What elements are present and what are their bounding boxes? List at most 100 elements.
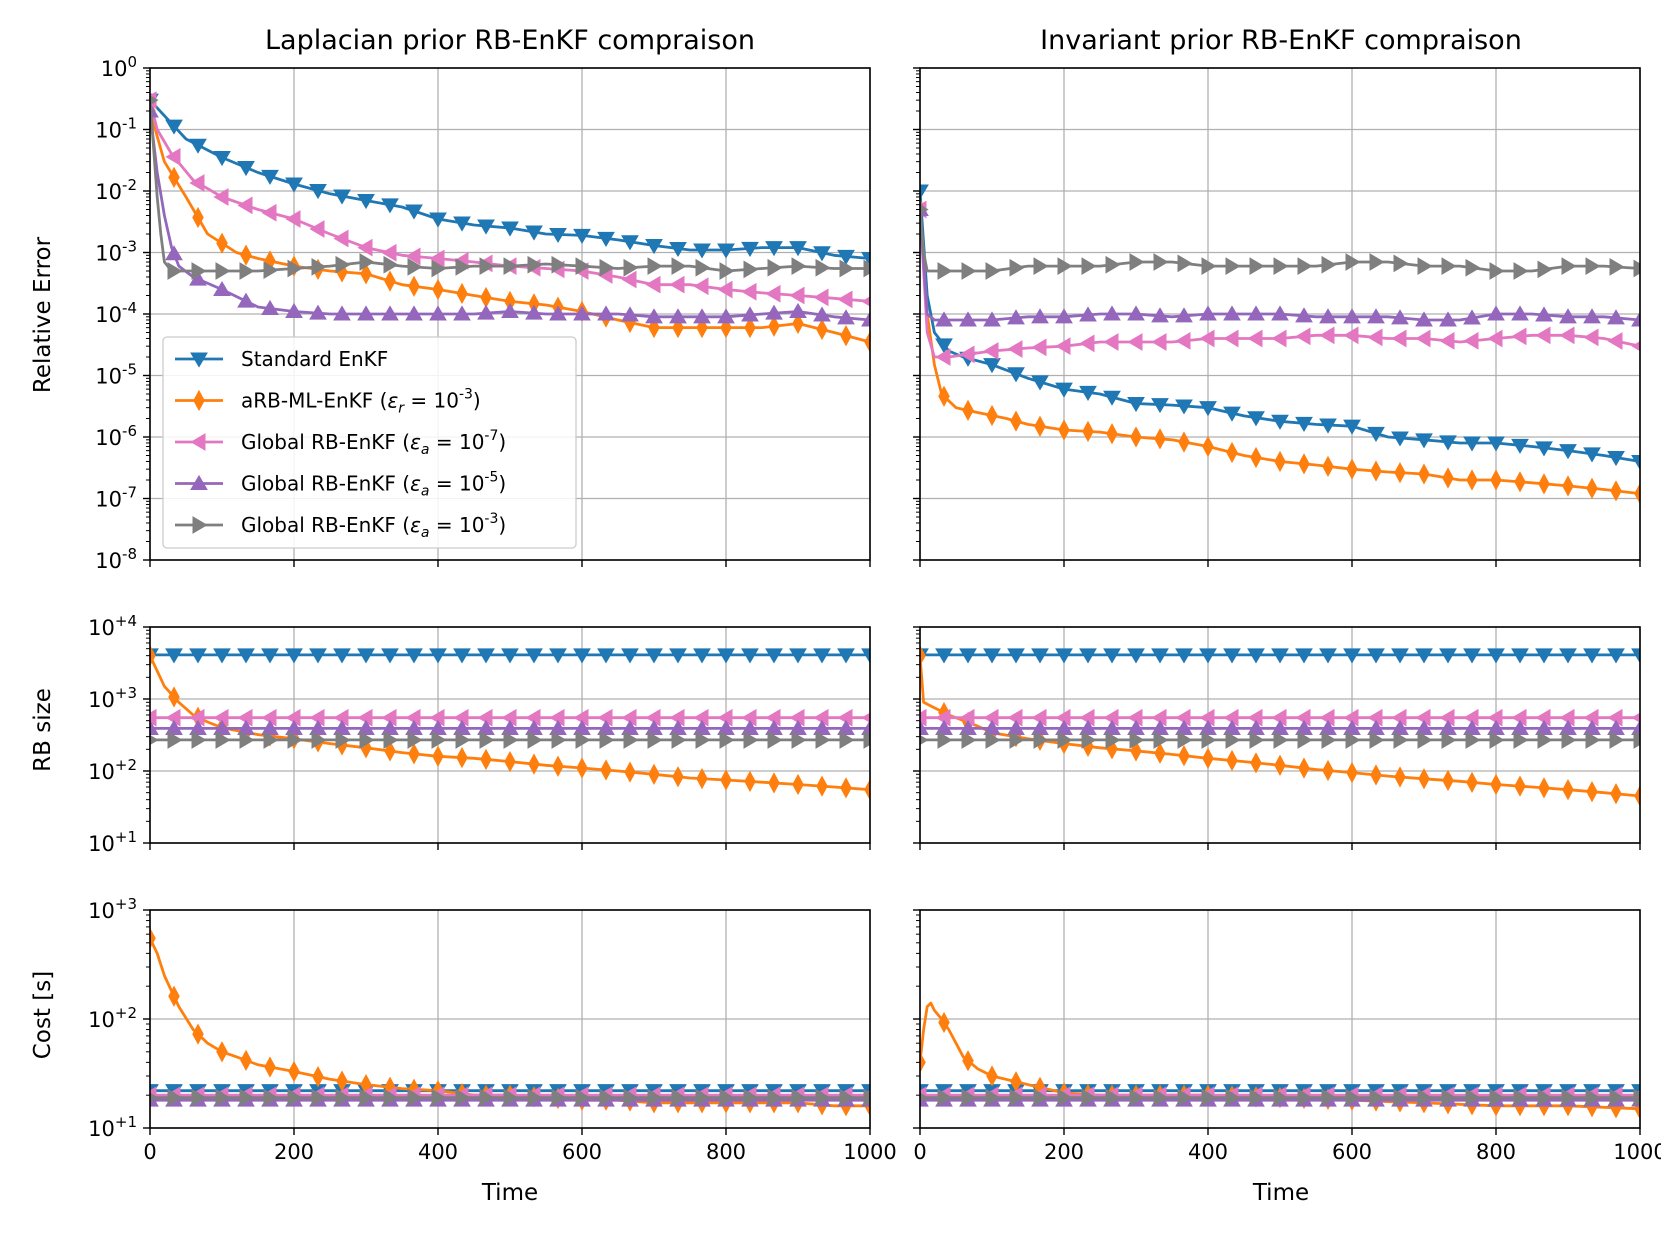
legend-marker-global_5 [190,474,208,490]
ylabel-cost: Cost [s] [30,971,56,1059]
marker-global_5 [983,311,1001,327]
marker-global_3 [1537,1088,1553,1107]
marker-global_3 [1633,1088,1640,1107]
marker-arb_ml [168,985,180,1007]
marker-global_3 [335,1088,351,1107]
marker-standard [1415,433,1433,449]
marker-arb_ml [986,1065,998,1087]
marker-global_7 [741,282,757,301]
marker-standard [789,648,807,664]
marker-global_5 [237,292,255,308]
marker-standard [189,138,207,154]
marker-global_7 [1199,329,1215,348]
marker-arb_ml [816,775,828,797]
marker-global_5 [935,311,953,327]
marker-global_3 [985,1088,1001,1107]
y-tick-label: 10+1 [88,1113,137,1141]
marker-standard [405,648,423,664]
marker-global_3 [985,262,1001,280]
marker-arb_ml [1634,785,1640,807]
marker-global_3 [1489,262,1505,280]
marker-arb_ml [1586,477,1598,499]
marker-global_5 [717,308,735,324]
marker-global_7 [621,270,637,289]
marker-standard [935,648,953,664]
marker-standard [573,648,591,664]
marker-standard [1247,411,1265,427]
marker-global_7 [213,188,229,206]
marker-arb_ml [1346,458,1358,480]
marker-global_3 [1033,257,1049,276]
marker-arb_ml [408,743,420,765]
x-tick-label: 1000 [1613,1140,1661,1164]
marker-standard [1175,399,1193,415]
marker-standard [1151,648,1169,664]
marker-standard [1199,648,1217,664]
marker-global_3 [1513,1088,1529,1107]
marker-global_5 [1631,719,1640,735]
x-tick-label: 400 [418,1140,458,1164]
marker-standard [477,219,495,235]
marker-standard [165,648,183,664]
marker-global_5 [621,719,639,735]
legend-label-arb_ml: aRB-ML-EnKF (εr = 10-3) [241,387,481,417]
marker-global_7 [1055,337,1071,356]
marker-arb_ml [1154,428,1166,450]
marker-arb_ml [920,645,926,667]
marker-standard [1031,648,1049,664]
marker-standard [1607,648,1625,664]
marker-global_3 [815,1088,831,1107]
marker-global_5 [549,305,567,321]
marker-global_3 [527,255,543,274]
marker-global_7 [381,243,397,262]
marker-global_7 [1247,329,1263,348]
marker-global_3 [1345,1088,1361,1107]
marker-global_7 [983,342,999,360]
marker-global_3 [1201,731,1217,749]
marker-global_3 [1153,1088,1169,1107]
marker-global_3 [1369,1088,1385,1107]
marker-global_7 [1175,331,1191,350]
marker-arb_ml [1394,462,1406,484]
marker-global_3 [1153,731,1169,749]
marker-standard [1199,401,1217,417]
marker-arb_ml [216,1041,228,1063]
marker-standard [213,648,231,664]
marker-global_5 [1511,305,1529,321]
marker-global_3 [1081,257,1097,276]
marker-arb_ml [744,316,756,339]
marker-global_3 [767,731,783,749]
marker-global_7 [1583,328,1599,347]
marker-arb_ml [920,1051,926,1074]
marker-global_5 [309,719,327,735]
marker-global_3 [1225,257,1241,276]
marker-arb_ml [240,244,252,266]
marker-global_3 [1273,731,1289,749]
marker-global_3 [791,1088,807,1107]
marker-global_3 [359,731,375,749]
marker-arb_ml [1562,779,1574,801]
marker-global_3 [1249,1088,1265,1107]
marker-global_5 [813,719,831,735]
marker-standard [549,227,567,244]
marker-global_3 [863,1088,870,1107]
marker-global_5 [765,304,783,320]
marker-global_3 [719,1088,735,1107]
marker-global_5 [429,305,447,321]
marker-standard [621,235,639,251]
marker-global_7 [935,348,951,366]
legend-label-global_5: Global RB-EnKF (εa = 10-5) [241,470,506,500]
x-tick-label: 600 [1332,1140,1372,1164]
marker-global_3 [431,259,447,278]
marker-arb_ml [432,278,444,301]
marker-global_5 [501,719,519,735]
legend-marker-global_7 [190,433,206,451]
marker-global_7 [1031,338,1047,357]
marker-global_3 [937,262,953,280]
marker-arb_ml [1370,460,1382,482]
marker-arb_ml [768,315,780,337]
marker-global_3 [239,1088,255,1107]
marker-global_3 [623,1088,639,1107]
marker-global_3 [961,731,977,749]
marker-arb_ml [696,768,708,790]
